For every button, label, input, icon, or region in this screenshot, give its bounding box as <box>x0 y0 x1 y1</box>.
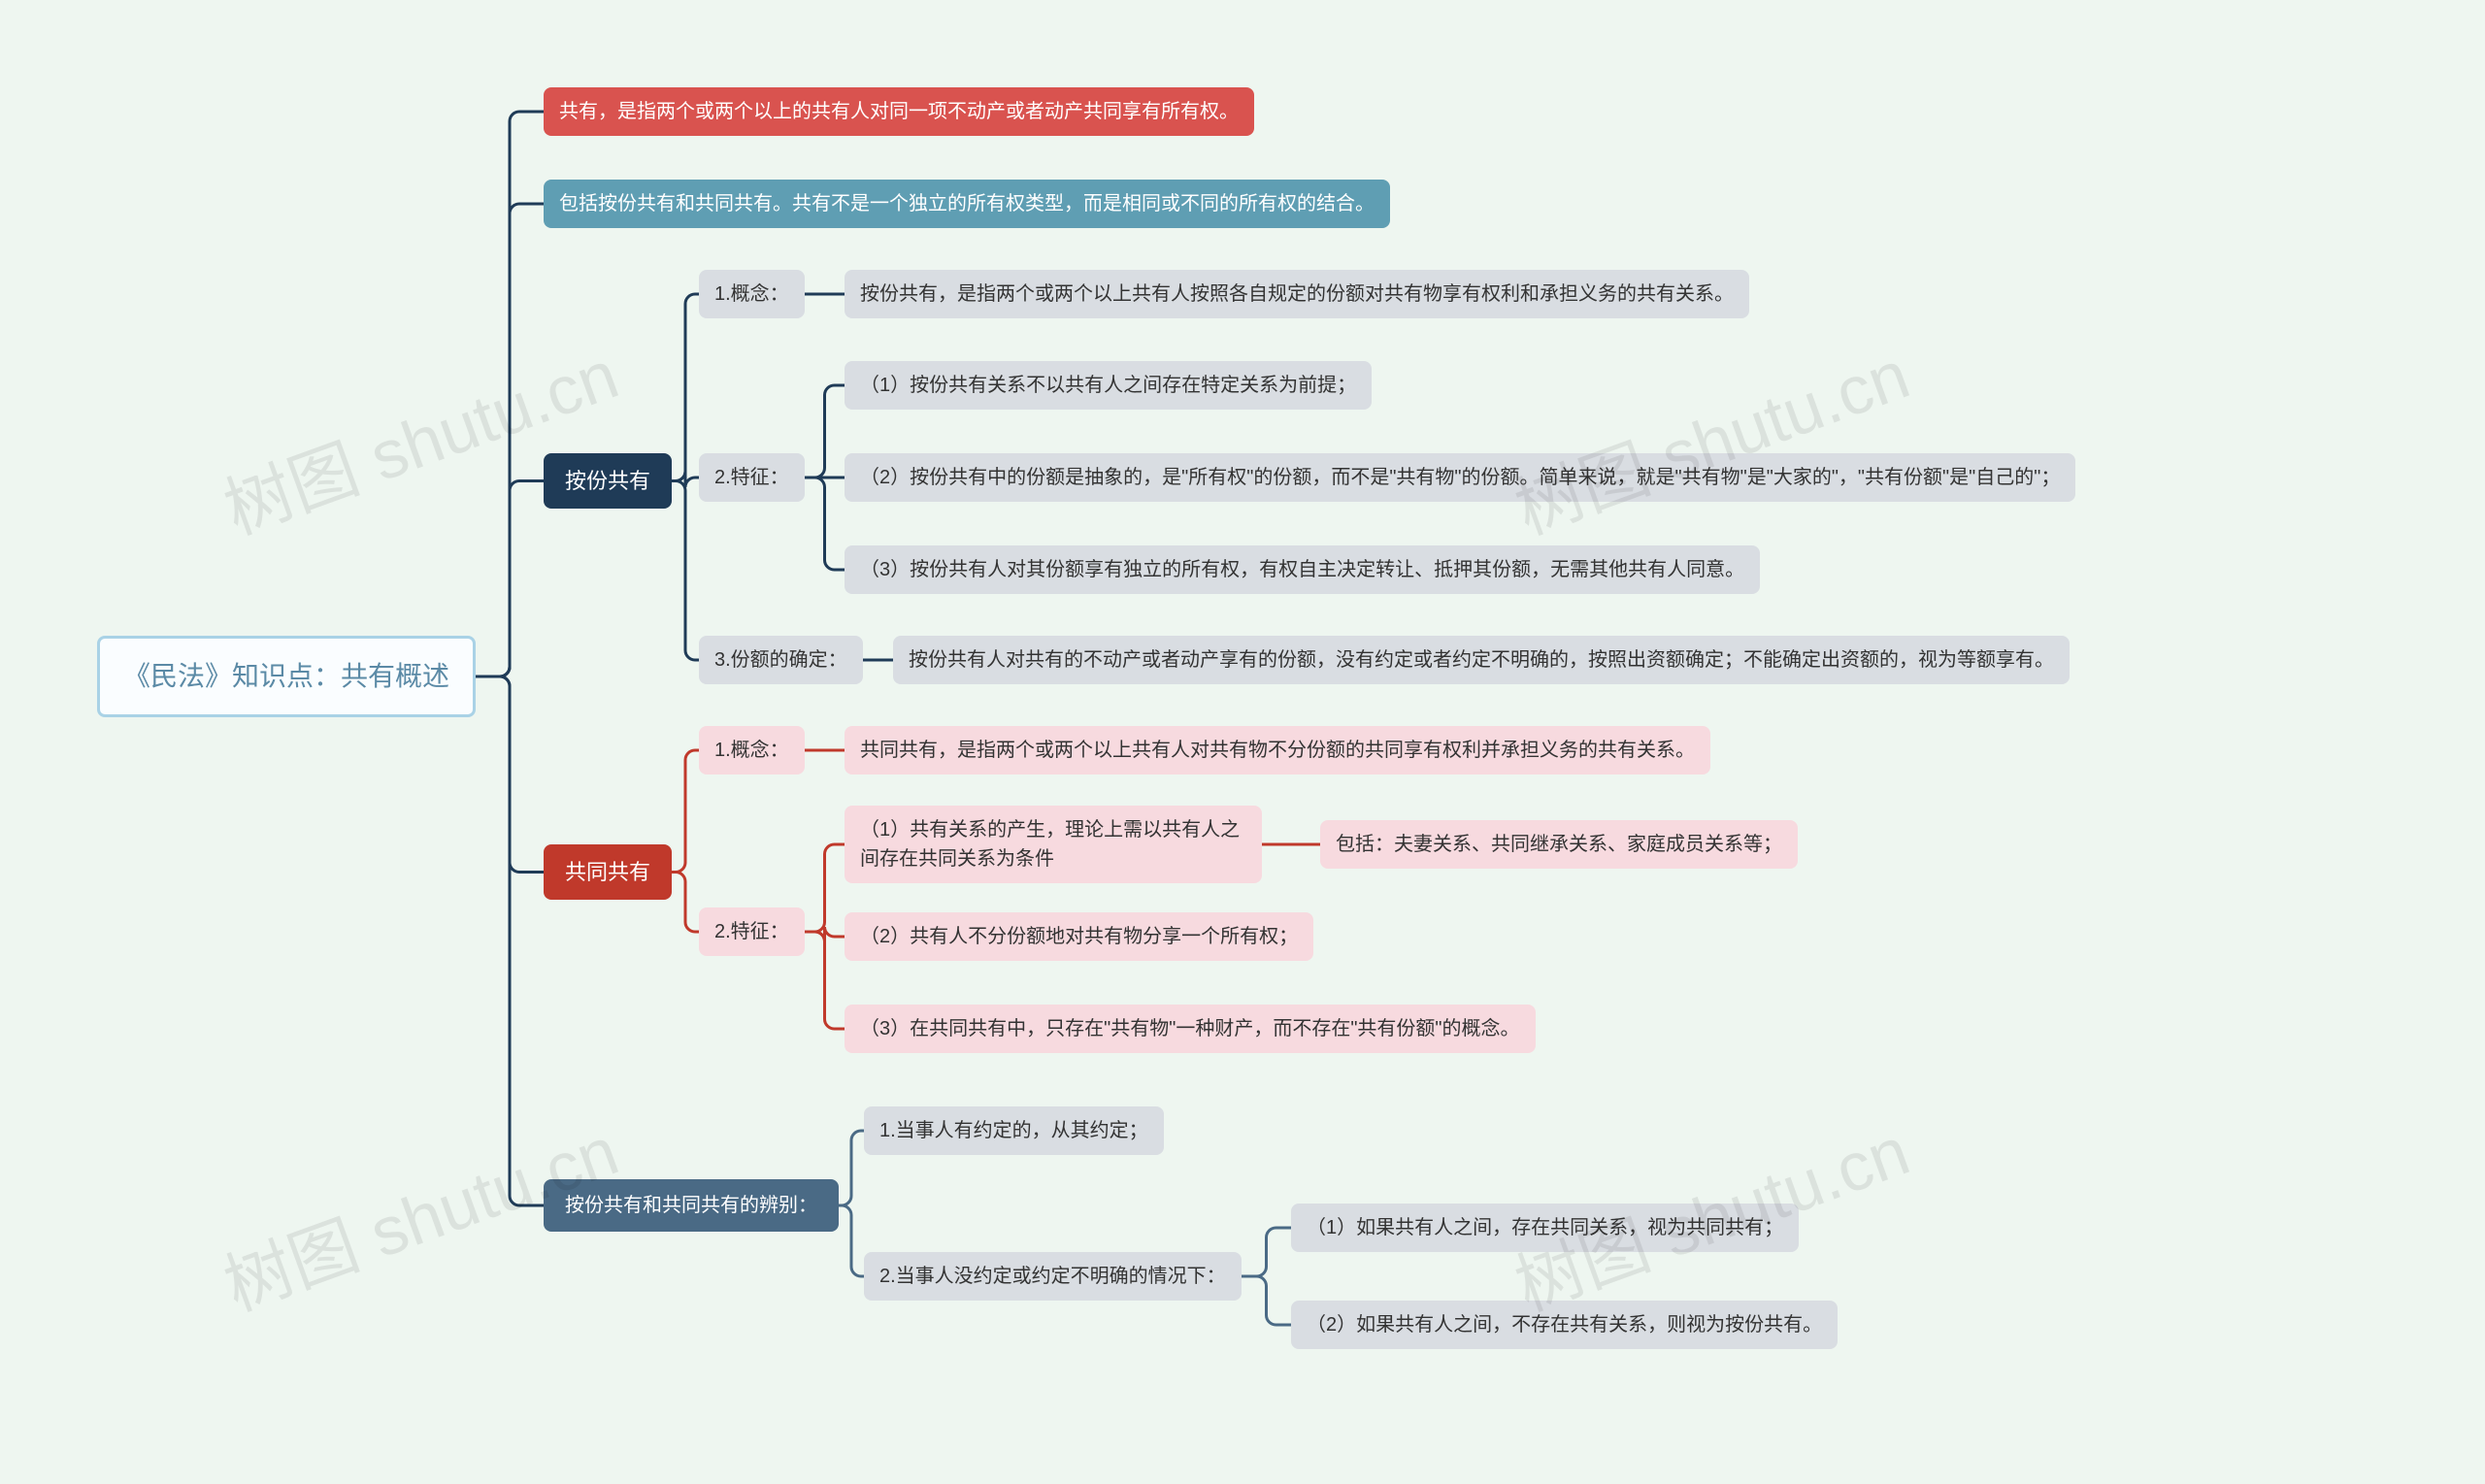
bf-concept-node[interactable]: 1.概念： <box>699 270 805 318</box>
gt-concept-label: 1.概念： <box>714 740 789 761</box>
bf-share-determine-node[interactable]: 3.份额的确定： <box>699 636 863 684</box>
watermark: 树图 shutu.cn <box>210 321 630 554</box>
bf-features-node[interactable]: 2.特征： <box>699 453 805 502</box>
gt-feature-3-node[interactable]: （3）在共同共有中，只存在"共有物"一种财产，而不存在"共有份额"的概念。 <box>845 1005 1536 1053</box>
includes-label: 包括按份共有和共同共有。共有不是一个独立的所有权类型，而是相同或不同的所有权的结… <box>559 193 1375 214</box>
includes-node[interactable]: 包括按份共有和共同共有。共有不是一个独立的所有权类型，而是相同或不同的所有权的结… <box>544 180 1390 228</box>
bf-concept-value-node[interactable]: 按份共有，是指两个或两个以上共有人按照各自规定的份额对共有物享有权利和承担义务的… <box>845 270 1749 318</box>
gt-feature-1-value-label: 包括：夫妻关系、共同继承关系、家庭成员关系等； <box>1336 834 1782 855</box>
bf-concept-label: 1.概念： <box>714 283 789 305</box>
bf-share-determine-value-label: 按份共有人对共有的不动产或者动产享有的份额，没有约定或者约定不明确的，按照出资额… <box>909 649 2054 671</box>
gt-concept-node[interactable]: 1.概念： <box>699 726 805 775</box>
joint-ownership-label: 共同共有 <box>565 860 650 884</box>
gt-feature-1-value-node[interactable]: 包括：夫妻关系、共同继承关系、家庭成员关系等； <box>1320 820 1798 869</box>
bf-feature-2-node[interactable]: （2）按份共有中的份额是抽象的，是"所有权"的份额，而不是"共有物"的份额。简单… <box>845 453 2075 502</box>
gt-features-label: 2.特征： <box>714 921 789 942</box>
bb-rule-1-node[interactable]: 1.当事人有约定的，从其约定； <box>864 1106 1164 1155</box>
bb-rule-2-2-label: （2）如果共有人之间，不存在共有关系，则视为按份共有。 <box>1307 1314 1822 1336</box>
bb-rule-2-label: 2.当事人没约定或约定不明确的情况下： <box>879 1266 1226 1287</box>
gt-feature-1-label: （1）共有关系的产生，理论上需以共有人之间存在共同关系为条件 <box>860 819 1240 870</box>
bf-concept-value-label: 按份共有，是指两个或两个以上共有人按照各自规定的份额对共有物享有权利和承担义务的… <box>860 283 1734 305</box>
gt-feature-3-label: （3）在共同共有中，只存在"共有物"一种财产，而不存在"共有份额"的概念。 <box>860 1018 1520 1039</box>
gt-feature-2-label: （2）共有人不分份额地对共有物分享一个所有权； <box>860 926 1298 947</box>
bf-feature-1-node[interactable]: （1）按份共有关系不以共有人之间存在特定关系为前提； <box>845 361 1372 410</box>
bf-feature-1-label: （1）按份共有关系不以共有人之间存在特定关系为前提； <box>860 375 1356 396</box>
bb-rule-2-node[interactable]: 2.当事人没约定或约定不明确的情况下： <box>864 1252 1242 1301</box>
gt-concept-value-node[interactable]: 共同共有，是指两个或两个以上共有人对共有物不分份额的共同享有权利并承担义务的共有… <box>845 726 1710 775</box>
bb-rule-2-2-node[interactable]: （2）如果共有人之间，不存在共有关系，则视为按份共有。 <box>1291 1301 1838 1349</box>
gt-feature-2-node[interactable]: （2）共有人不分份额地对共有物分享一个所有权； <box>845 912 1313 961</box>
share-ownership-label: 按份共有 <box>565 469 650 493</box>
gt-features-node[interactable]: 2.特征： <box>699 907 805 956</box>
bf-features-label: 2.特征： <box>714 467 789 488</box>
bf-share-determine-value-node[interactable]: 按份共有人对共有的不动产或者动产享有的份额，没有约定或者约定不明确的，按照出资额… <box>893 636 2070 684</box>
bf-feature-3-node[interactable]: （3）按份共有人对其份额享有独立的所有权，有权自主决定转让、抵押其份额，无需其他… <box>845 545 1760 594</box>
definition-label: 共有，是指两个或两个以上的共有人对同一项不动产或者动产共同享有所有权。 <box>559 101 1239 122</box>
bb-rule-1-label: 1.当事人有约定的，从其约定； <box>879 1120 1148 1141</box>
root-label: 《民法》知识点：共有概述 <box>123 661 449 691</box>
bb-rule-2-1-label: （1）如果共有人之间，存在共同关系，视为共同共有； <box>1307 1217 1783 1238</box>
watermark: 树图 shutu.cn <box>1501 321 1921 554</box>
definition-node[interactable]: 共有，是指两个或两个以上的共有人对同一项不动产或者动产共同享有所有权。 <box>544 87 1254 136</box>
share-ownership-node[interactable]: 按份共有 <box>544 453 672 509</box>
distinguish-label: 按份共有和共同共有的辨别： <box>565 1195 817 1216</box>
gt-concept-value-label: 共同共有，是指两个或两个以上共有人对共有物不分份额的共同享有权利并承担义务的共有… <box>860 740 1695 761</box>
bf-feature-3-label: （3）按份共有人对其份额享有独立的所有权，有权自主决定转让、抵押其份额，无需其他… <box>860 559 1744 580</box>
joint-ownership-node[interactable]: 共同共有 <box>544 844 672 900</box>
root-node[interactable]: 《民法》知识点：共有概述 <box>97 636 476 717</box>
gt-feature-1-node[interactable]: （1）共有关系的产生，理论上需以共有人之间存在共同关系为条件 <box>845 806 1262 883</box>
bf-share-determine-label: 3.份额的确定： <box>714 649 847 671</box>
bb-rule-2-1-node[interactable]: （1）如果共有人之间，存在共同关系，视为共同共有； <box>1291 1204 1799 1252</box>
bf-feature-2-label: （2）按份共有中的份额是抽象的，是"所有权"的份额，而不是"共有物"的份额。简单… <box>860 467 2060 488</box>
distinguish-node[interactable]: 按份共有和共同共有的辨别： <box>544 1179 839 1232</box>
